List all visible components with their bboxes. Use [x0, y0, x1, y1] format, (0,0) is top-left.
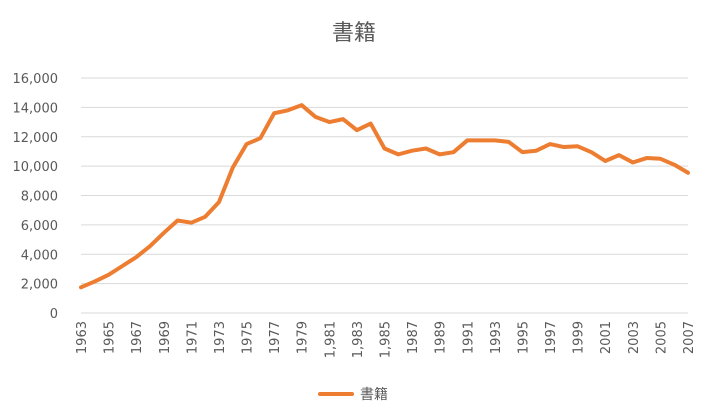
y-tick-label: 14,000: [13, 101, 59, 116]
y-tick-label: 0: [50, 307, 58, 322]
series-layer: [79, 103, 690, 290]
x-tick-label: 1997: [544, 321, 559, 354]
chart-title: 書籍: [332, 21, 376, 46]
x-axis-tick-labels: 1963 1965 1967 1969 1971 1973 1975 1977 1979 1,98…: [75, 321, 697, 358]
x-tick-label: 1967: [130, 321, 145, 354]
y-tick-label: 16,000: [13, 72, 59, 87]
x-tick-label: 1965: [103, 321, 118, 354]
x-tick-label: 1989: [434, 321, 449, 354]
x-tick-label: 2003: [627, 321, 642, 354]
x-tick-label: 1987: [406, 321, 421, 354]
y-tick-label: 2,000: [21, 278, 58, 293]
y-tick-label: 10,000: [13, 160, 59, 175]
legend-label: 書籍: [360, 386, 388, 403]
gridlines: [81, 77, 688, 314]
x-tick-label: 1,983: [351, 321, 366, 358]
x-tick-label: 1979: [296, 321, 311, 354]
x-tick-label: 1,985: [379, 321, 394, 358]
x-tick-label: 2005: [654, 321, 669, 354]
x-tick-label: 2007: [682, 321, 697, 354]
x-tick-label: 1,981: [323, 321, 338, 358]
y-tick-label: 6,000: [21, 219, 58, 234]
x-tick-label: 1999: [572, 321, 587, 354]
series-line: [79, 103, 690, 290]
x-tick-label: 1973: [213, 321, 228, 354]
x-tick-label: 1975: [241, 321, 256, 354]
x-tick-label: 1971: [185, 321, 200, 354]
x-tick-label: 1993: [489, 321, 504, 354]
x-tick-label: 1995: [516, 321, 531, 354]
y-tick-label: 8,000: [21, 190, 58, 205]
y-tick-label: 4,000: [21, 248, 58, 263]
x-tick-label: 2001: [599, 321, 614, 354]
x-tick-label: 1969: [158, 321, 173, 354]
y-tick-label: 12,000: [13, 131, 59, 146]
y-axis-tick-labels: 0 2,000 4,000 6,000 8,000 10,000 12,000 14,000 1…: [13, 72, 59, 322]
x-tick-label: 1991: [461, 321, 476, 354]
x-tick-label: 1977: [268, 321, 283, 354]
legend: 書籍: [318, 386, 388, 403]
x-tick-label: 1963: [75, 321, 90, 354]
